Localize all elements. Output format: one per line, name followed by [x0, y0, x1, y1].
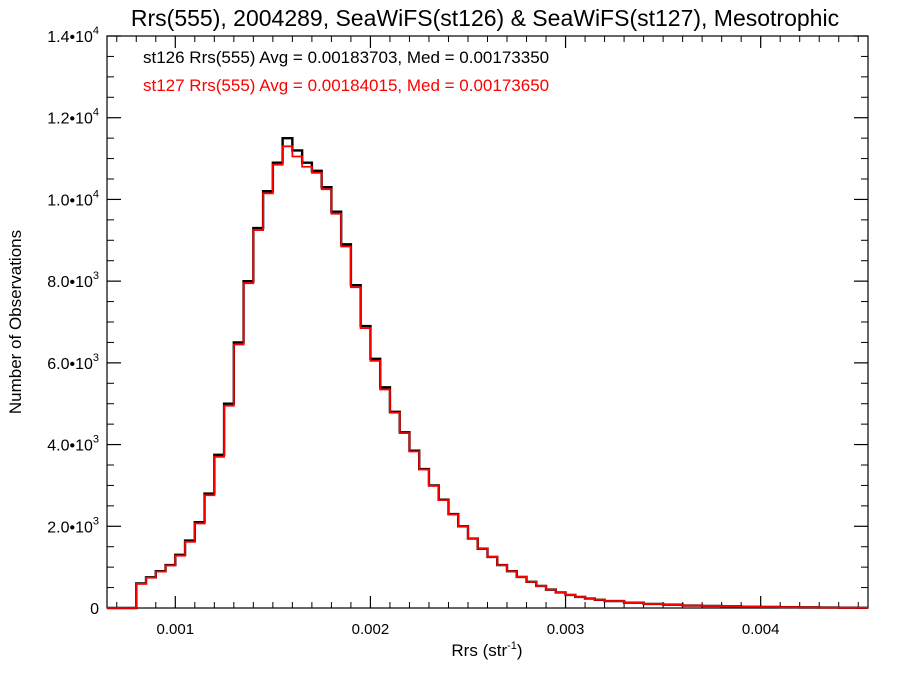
- y-tick-mantissa: 6.0•10: [47, 356, 93, 373]
- y-tick-exponent: 4: [93, 188, 99, 200]
- annotation-1: st126 Rrs(555) Avg = 0.00183703, Med = 0…: [143, 48, 549, 67]
- plot-frame: [106, 35, 869, 609]
- annotation-2: st127 Rrs(555) Avg = 0.00184015, Med = 0…: [143, 76, 549, 95]
- y-tick-label: 2.0•103: [47, 515, 99, 536]
- y-tick-label: 6.0•103: [47, 352, 99, 373]
- x-tick-label: 0.004: [742, 621, 780, 638]
- y-tick-exponent: 4: [93, 107, 99, 119]
- y-tick-mantissa: 1.4•10: [47, 29, 93, 46]
- chart-title: Rrs(555), 2004289, SeaWiFS(st126) & SeaW…: [131, 5, 839, 31]
- series-line-st126: [107, 136, 868, 610]
- y-tick-mantissa: 4.0•10: [47, 438, 93, 455]
- y-tick-exponent: 3: [93, 352, 99, 364]
- series-layer: [107, 136, 868, 610]
- x-axis-label: Rrs (str-1): [451, 640, 522, 660]
- y-tick-exponent: 3: [93, 434, 99, 446]
- y-tick-exponent: 3: [93, 270, 99, 282]
- x-axis: 0.001 0.002 0.003 0.004: [116, 36, 859, 638]
- y-tick-label: 4.0•103: [47, 434, 99, 455]
- y-tick-label: 1.2•104: [47, 107, 99, 128]
- y-tick-exponent: 3: [93, 515, 99, 527]
- y-tick-label: 0: [90, 601, 99, 618]
- y-axis-label: Number of Observations: [6, 230, 25, 414]
- y-tick-mantissa: 8.0•10: [47, 274, 93, 291]
- y-tick-mantissa: 1.2•10: [47, 111, 93, 128]
- y-tick-mantissa: 2.0•10: [47, 519, 93, 536]
- y-tick-label: 1.4•104: [47, 25, 99, 46]
- x-tick-label: 0.003: [547, 621, 585, 638]
- series-line-st127: [107, 145, 868, 609]
- y-tick-label: 1.0•104: [47, 188, 99, 209]
- y-tick-exponent: 4: [93, 25, 99, 37]
- y-tick-label: 8.0•103: [47, 270, 99, 291]
- y-tick-mantissa: 1.0•10: [47, 192, 93, 209]
- x-tick-label: 0.002: [352, 621, 390, 638]
- x-tick-label: 0.001: [157, 621, 195, 638]
- y-axis: 02.0•1034.0•1036.0•1038.0•1031.0•1041.2•…: [47, 25, 868, 618]
- annotation-layer: st126 Rrs(555) Avg = 0.00183703, Med = 0…: [143, 48, 549, 95]
